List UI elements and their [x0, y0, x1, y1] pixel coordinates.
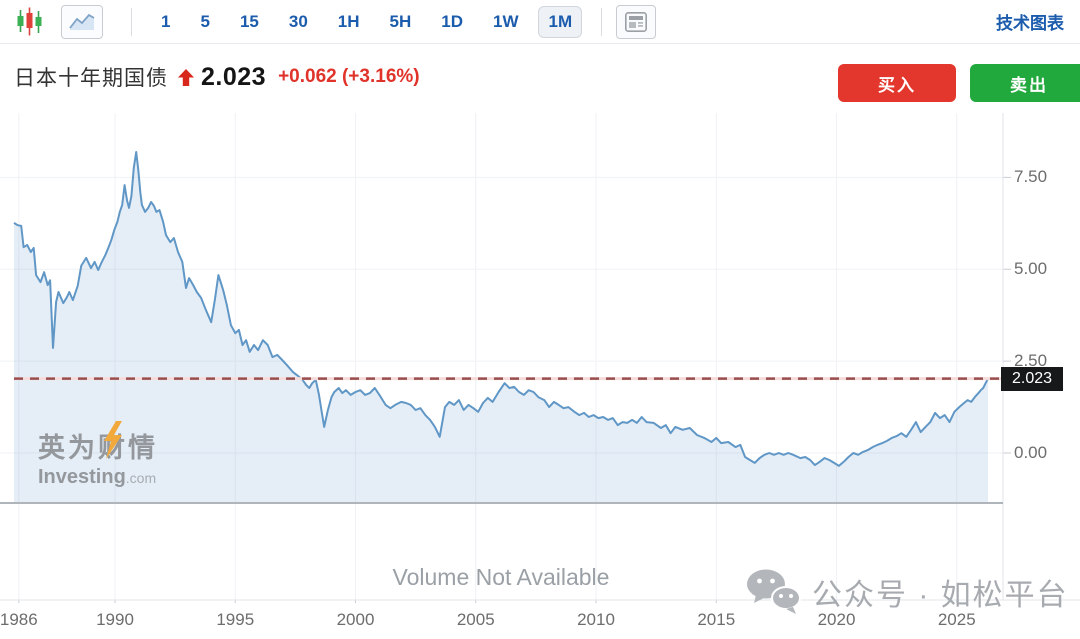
price-chart-canvas[interactable] [0, 113, 1080, 603]
y-axis-label: 2.50 [1014, 351, 1048, 371]
chart-toolbar: 1 5 15 30 1H 5H 1D 1W 1M 技术图表 [0, 0, 1080, 44]
price-change: +0.062 (+3.16%) [278, 66, 420, 87]
last-price-axis-tag: 2.023 [1001, 366, 1063, 391]
x-axis-label: 2010 [577, 610, 615, 629]
area-chart-type-button[interactable] [61, 4, 103, 39]
x-axis-label: 1995 [216, 610, 255, 629]
news-panel-button[interactable] [616, 4, 657, 39]
investing-watermark-en: Investing.com [38, 466, 157, 488]
price-area-fill [14, 152, 988, 503]
wechat-watermark: 公众号 · 如松平台 [746, 569, 1069, 615]
last-price: 2.023 [201, 62, 267, 91]
x-axis-label: 2015 [697, 610, 736, 629]
sell-button[interactable]: 卖出 [970, 64, 1080, 102]
candlestick-chart-button[interactable] [16, 7, 43, 36]
price-up-arrow-icon [178, 68, 194, 86]
y-axis-label: 7.50 [1014, 167, 1048, 187]
lightning-bolt-icon [104, 421, 122, 459]
x-axis-label: 2025 [937, 610, 976, 629]
x-axis-label: 1986 [0, 610, 38, 629]
timeframe-button-1H[interactable]: 1H [328, 6, 370, 38]
timeframe-selector: 1 5 15 30 1H 5H 1D 1W 1M [146, 5, 587, 38]
timeframe-button-5H[interactable]: 5H [380, 6, 422, 38]
instrument-header: 日本十年期国债 2.023 +0.062 (+3.16%) 买入 卖出 [0, 44, 1080, 113]
area-chart-icon [69, 13, 95, 30]
x-axis: 1986 1990 1995 2000 2005 2010 2015 2020 2025 [0, 603, 1080, 639]
timeframe-button-15[interactable]: 15 [230, 6, 269, 38]
buy-button[interactable]: 买入 [838, 64, 956, 102]
wechat-watermark-text: 公众号 · 如松平台 [812, 579, 1069, 612]
toolbar-divider [131, 7, 132, 36]
instrument-name: 日本十年期国债 [14, 67, 168, 90]
x-axis-label: 2020 [817, 610, 856, 629]
technical-chart-link[interactable]: 技术图表 [996, 14, 1064, 33]
volume-not-available-note: Volume Not Available [392, 564, 610, 590]
x-axis-label: 2000 [336, 610, 375, 629]
x-axis-label: 1990 [96, 610, 134, 629]
candlestick-chart-icon [17, 7, 42, 36]
price-line-series [13, 151, 989, 467]
y-axis-label: 5.00 [1014, 259, 1048, 279]
news-panel-icon [625, 11, 648, 32]
timeframe-button-1M[interactable]: 1M [538, 5, 583, 38]
timeframe-button-30[interactable]: 30 [279, 6, 318, 38]
investing-watermark-cn: 英为财情 [38, 421, 158, 465]
x-axis-label: 2005 [456, 610, 495, 629]
timeframe-button-1W[interactable]: 1W [483, 6, 529, 38]
investing-watermark: 英为财情 Investing.com [38, 421, 158, 489]
y-axis-label: 0.00 [1014, 443, 1048, 462]
wechat-icon [747, 569, 801, 614]
timeframe-button-1[interactable]: 1 [151, 6, 180, 38]
timeframe-button-1D[interactable]: 1D [431, 6, 473, 38]
price-chart-pane: 7.50 5.00 2.50 0.00 2.023 英为财情 Investing.co… [0, 113, 1080, 603]
timeframe-button-5[interactable]: 5 [190, 6, 219, 38]
toolbar-divider [601, 7, 603, 36]
